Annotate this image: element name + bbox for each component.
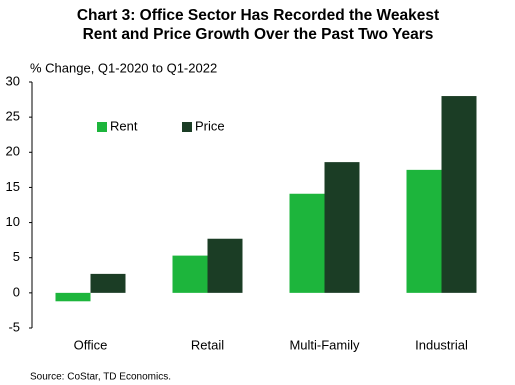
y-tick-label: 25: [6, 109, 20, 124]
y-tick-label: 30: [6, 73, 20, 88]
bar: [90, 273, 126, 293]
source: Source: CoStar, TD Economics.: [30, 372, 171, 383]
bar: [289, 193, 325, 293]
bar: [406, 169, 442, 293]
bar: [207, 238, 243, 293]
y-tick-label: 0: [13, 284, 20, 299]
bar: [324, 162, 360, 293]
bar: [172, 255, 208, 293]
bar: [441, 96, 477, 293]
chart-title: Chart 3: Office Sector Has Recorded the …: [77, 7, 439, 24]
y-tick-label: 10: [6, 214, 20, 229]
chart-title: Rent and Price Growth Over the Past Two …: [83, 26, 434, 43]
legend-label: Price: [195, 118, 225, 133]
subtitle: % Change, Q1-2020 to Q1-2022: [30, 60, 217, 75]
y-tick-label: 5: [13, 249, 20, 264]
x-tick-label: Office: [74, 337, 108, 352]
x-tick-label: Multi-Family: [289, 337, 360, 352]
y-tick-label: 15: [6, 179, 20, 194]
x-tick-label: Industrial: [415, 337, 468, 352]
y-tick-label: 20: [6, 144, 20, 159]
y-tick-label: -5: [8, 319, 20, 334]
legend-swatch: [182, 122, 192, 132]
legend-swatch: [97, 122, 107, 132]
x-tick-label: Retail: [191, 337, 224, 352]
bar: [55, 292, 91, 302]
legend-label: Rent: [110, 118, 138, 133]
